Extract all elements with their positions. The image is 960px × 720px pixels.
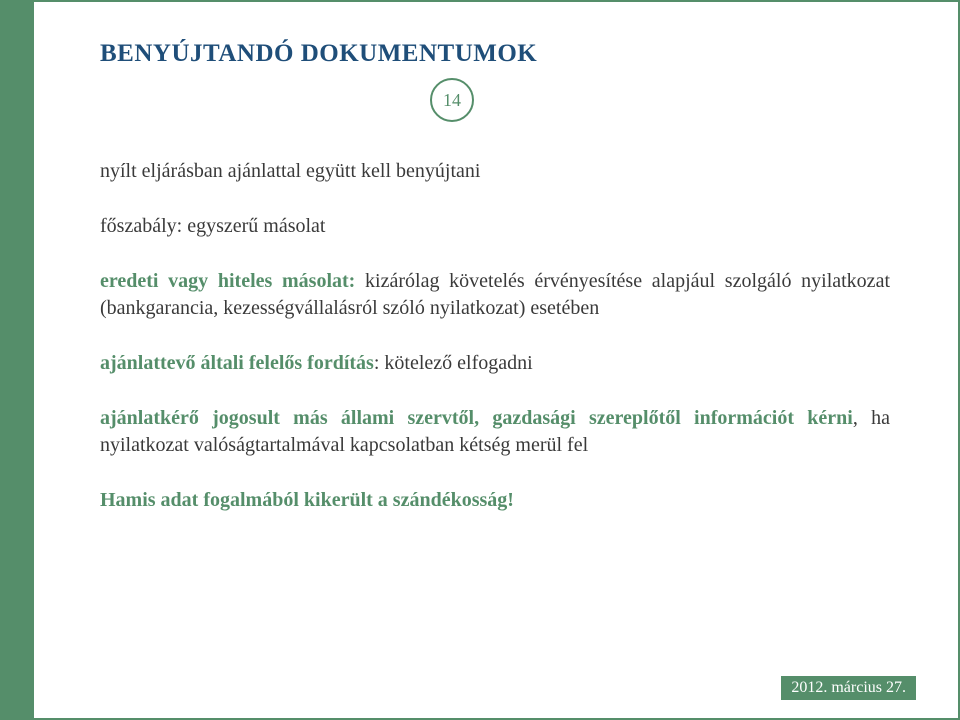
accent-sidebar — [0, 0, 34, 720]
paragraph-6: Hamis adat fogalmából kikerült a szándék… — [100, 487, 890, 514]
paragraph-2: főszabály: egyszerű másolat — [100, 213, 890, 240]
paragraph-5: ajánlatkérő jogosult más állami szervtől… — [100, 405, 890, 459]
paragraph-3-lead: eredeti vagy hiteles másolat: — [100, 270, 355, 292]
slide-content: BENYÚJTANDÓ DOKUMENTUMOK nyílt eljárásba… — [100, 40, 890, 514]
paragraph-3: eredeti vagy hiteles másolat: kizárólag … — [100, 268, 890, 322]
paragraph-6-lead: Hamis adat fogalmából kikerült a szándék… — [100, 489, 514, 511]
paragraph-5-lead: ajánlatkérő jogosult más állami szervtől… — [100, 407, 853, 429]
page-number-badge: 14 — [430, 78, 474, 122]
paragraph-1: nyílt eljárásban ajánlattal együtt kell … — [100, 158, 890, 185]
paragraph-4: ajánlattevő általi felelős fordítás: köt… — [100, 350, 890, 377]
slide-title: BENYÚJTANDÓ DOKUMENTUMOK — [100, 40, 890, 68]
paragraph-4-lead: ajánlattevő általi felelős fordítás — [100, 352, 374, 374]
footer-date: 2012. március 27. — [781, 676, 916, 700]
paragraph-4-rest: : kötelező elfogadni — [374, 352, 533, 374]
